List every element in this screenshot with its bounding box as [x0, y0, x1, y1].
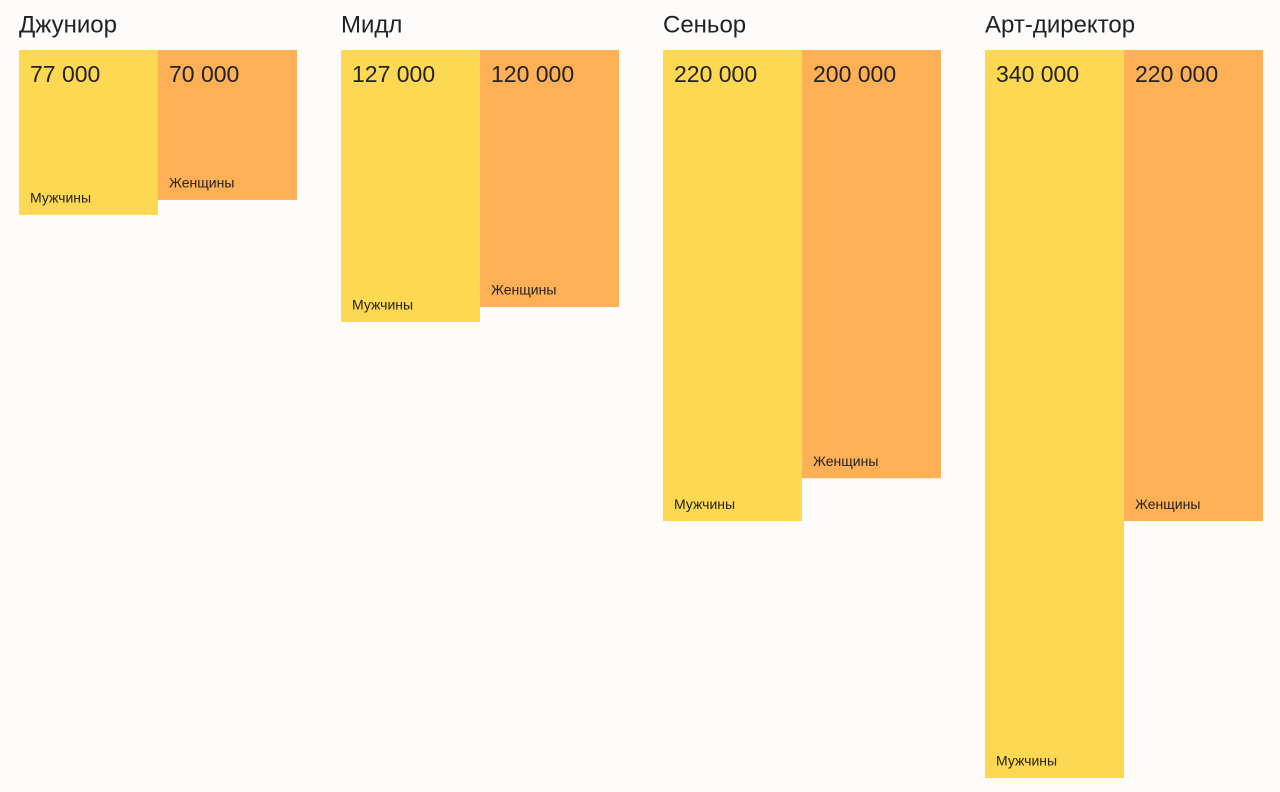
bar: [802, 50, 941, 479]
series-label: Женщины: [813, 453, 878, 469]
category-label: Джуниор: [19, 11, 117, 38]
bar: [158, 50, 297, 200]
category-label: Сеньор: [663, 11, 746, 38]
series-label: Женщины: [491, 282, 556, 298]
value-label: 220 000: [674, 61, 757, 87]
bar: [19, 50, 158, 215]
bar: [341, 50, 480, 322]
series-label: Мужчины: [996, 753, 1057, 769]
value-label: 340 000: [996, 61, 1079, 87]
value-label: 77 000: [30, 61, 100, 87]
series-label: Мужчины: [30, 190, 91, 206]
value-label: 70 000: [169, 61, 239, 87]
series-label: Мужчины: [352, 297, 413, 313]
bar: [663, 50, 802, 522]
series-label: Женщины: [1135, 496, 1200, 512]
series-label: Женщины: [169, 175, 234, 191]
category-label: Арт-директор: [985, 11, 1135, 38]
value-label: 200 000: [813, 61, 896, 87]
bar: [1124, 50, 1263, 522]
value-label: 127 000: [352, 61, 435, 87]
category-label: Мидл: [341, 11, 402, 38]
value-label: 120 000: [491, 61, 574, 87]
bar: [480, 50, 619, 307]
value-label: 220 000: [1135, 61, 1218, 87]
bar: [985, 50, 1124, 778]
series-label: Мужчины: [674, 496, 735, 512]
